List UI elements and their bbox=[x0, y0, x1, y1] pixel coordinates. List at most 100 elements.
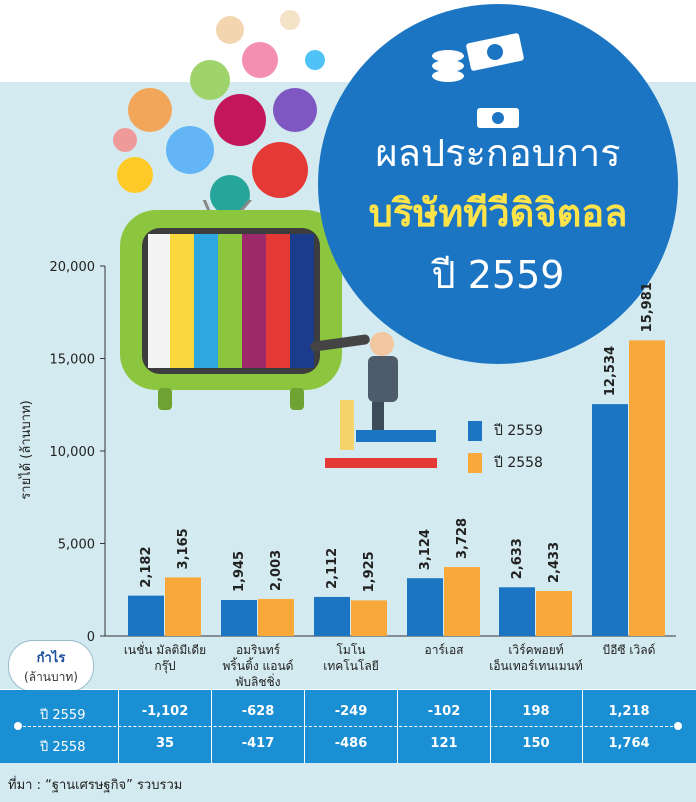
profit-cell: 198 bbox=[522, 704, 550, 719]
bar-value-label: 12,534 bbox=[603, 346, 618, 396]
bubble bbox=[252, 142, 308, 198]
bar bbox=[499, 587, 535, 636]
money-icon bbox=[432, 33, 524, 82]
category-band bbox=[0, 633, 696, 689]
man-head bbox=[370, 332, 394, 356]
category-labels: เนชั่น มัลติมีเดียกรุ๊ป อมรินทร์พริ้นติ้ง… bbox=[124, 641, 656, 689]
profit-cell: 35 bbox=[155, 736, 175, 751]
row-label-2558: ปี 2558 bbox=[40, 740, 86, 755]
profit-header: กำไร (ล้านบาท) bbox=[8, 640, 94, 692]
y-axis: 0 5,000 10,000 15,000 20,000 bbox=[50, 260, 676, 645]
bar-value-label: 1,925 bbox=[362, 551, 377, 592]
legend-label: ปี 2558 bbox=[494, 455, 543, 471]
legend-item-2559: ปี 2559 bbox=[468, 420, 598, 442]
tv-illustration bbox=[120, 200, 342, 410]
revenue-bar-chart: 0 5,000 10,000 15,000 20,000 2,182 1,945 2,112… bbox=[18, 260, 676, 689]
bar-value-label: 1,945 bbox=[232, 551, 247, 592]
tv-antenna bbox=[202, 200, 215, 221]
bubble bbox=[117, 157, 153, 193]
bar bbox=[128, 595, 164, 636]
y-tick-label: 0 bbox=[87, 630, 95, 645]
tv-leg bbox=[158, 388, 172, 410]
y-tick-label: 5,000 bbox=[58, 538, 95, 553]
book bbox=[356, 430, 436, 442]
bar bbox=[407, 578, 443, 636]
title-circle: ผลประกอบการ บริษัททีวีดิจิตอล ปี 2559 bbox=[318, 4, 678, 364]
bubble bbox=[273, 88, 317, 132]
y-tick-label: 15,000 bbox=[50, 353, 96, 368]
bar bbox=[629, 340, 665, 636]
legend-label: ปี 2559 bbox=[494, 423, 543, 439]
divider-dot bbox=[14, 722, 22, 730]
bar-value-label: 2,003 bbox=[269, 550, 284, 591]
bar bbox=[258, 598, 294, 636]
bar-value-label: 3,165 bbox=[176, 528, 191, 569]
title-line-3: ปี 2559 bbox=[431, 253, 565, 297]
bar-value-label: 2,112 bbox=[325, 548, 340, 589]
title-line-2: บริษัททีวีดิจิตอล bbox=[368, 191, 628, 235]
profit-label: กำไร bbox=[36, 651, 66, 666]
category-label: บีอีซี เวิลด์ bbox=[603, 643, 656, 657]
bar-value-label: 2,182 bbox=[139, 547, 154, 588]
source-note: ที่มา : “ฐานเศรษฐกิจ” รวบรวม bbox=[8, 778, 183, 793]
bar bbox=[444, 567, 480, 636]
bubble bbox=[210, 175, 250, 215]
y-axis-label: รายได้ (ล้านบาท) bbox=[18, 400, 34, 499]
category-label: พริ้นติ้ง แอนด์ bbox=[223, 657, 294, 673]
bar bbox=[165, 577, 201, 636]
divider-dot bbox=[674, 722, 682, 730]
tv-antenna bbox=[231, 200, 253, 221]
category-label: กรุ๊ป bbox=[154, 659, 175, 674]
bar bbox=[221, 600, 257, 636]
pencil-stand bbox=[340, 400, 354, 450]
bar bbox=[351, 600, 387, 636]
profit-cell: 150 bbox=[522, 736, 550, 751]
category-label: เนชั่น มัลติมีเดีย bbox=[124, 641, 206, 657]
category-label: อาร์เอส bbox=[424, 643, 464, 657]
profit-cell: -249 bbox=[334, 704, 368, 719]
profit-cell: -628 bbox=[241, 704, 275, 719]
profit-cell: 1,764 bbox=[608, 736, 650, 751]
bar-value-label: 2,433 bbox=[547, 542, 562, 583]
category-label: เวิร์คพอยท์ bbox=[508, 643, 563, 657]
tv-leg bbox=[290, 388, 304, 410]
profit-cell: -1,102 bbox=[141, 704, 189, 719]
profit-cell: 1,218 bbox=[608, 704, 650, 719]
bubble bbox=[128, 88, 172, 132]
bars bbox=[128, 340, 665, 636]
base-stand bbox=[325, 458, 437, 468]
bubble bbox=[166, 126, 214, 174]
bubble bbox=[216, 16, 244, 44]
profit-cell: -102 bbox=[427, 704, 461, 719]
tv-color-bars bbox=[148, 234, 314, 368]
bubble bbox=[305, 50, 325, 70]
legend-item-2558: ปี 2558 bbox=[468, 452, 598, 474]
category-label: เอ็นเทอร์เทนเมนท์ bbox=[489, 658, 583, 673]
bubble bbox=[242, 42, 278, 78]
bubble bbox=[214, 94, 266, 146]
table-divider bbox=[18, 726, 678, 727]
bubble bbox=[280, 10, 300, 30]
banknote-icon bbox=[477, 108, 519, 128]
y-tick-label: 20,000 bbox=[50, 260, 96, 275]
footer-band bbox=[0, 763, 696, 802]
decorative-bubbles bbox=[113, 10, 325, 215]
row-label-2559: ปี 2559 bbox=[40, 708, 86, 723]
telescope bbox=[310, 334, 370, 352]
legend: ปี 2559 ปี 2558 bbox=[468, 420, 598, 484]
profit-cell: 121 bbox=[430, 736, 458, 751]
title-line-1: ผลประกอบการ bbox=[375, 131, 621, 175]
businessman-illustration bbox=[310, 332, 437, 468]
profit-cell: -486 bbox=[334, 736, 368, 751]
category-label: พับลิชชิ่ง bbox=[235, 673, 280, 689]
man-body bbox=[368, 356, 398, 402]
y-tick-label: 10,000 bbox=[50, 445, 96, 460]
bar-value-labels: 2,182 1,945 2,112 3,124 2,633 12,534 3,165 2,00… bbox=[139, 282, 655, 592]
bar-value-label: 3,124 bbox=[418, 529, 433, 570]
bar-value-label: 15,981 bbox=[640, 282, 655, 332]
bar bbox=[536, 590, 572, 636]
profit-cell: -417 bbox=[241, 736, 275, 751]
profit-unit: (ล้านบาท) bbox=[24, 670, 78, 684]
category-label: โมโน bbox=[336, 643, 365, 657]
legend-swatch-orange bbox=[468, 453, 482, 473]
